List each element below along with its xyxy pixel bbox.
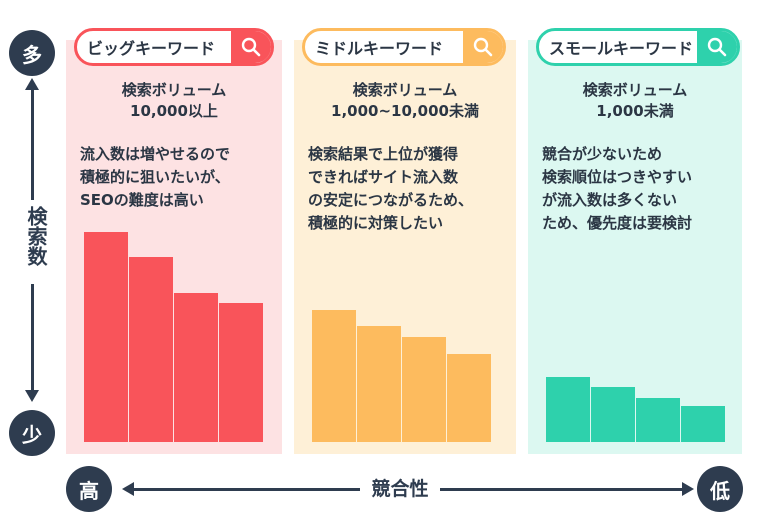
middle-keyword-description: 検索結果で上位が獲得 できればサイト流入数 の安定につながるため、 積極的に対策… xyxy=(308,143,510,235)
low-label-circle: 低 xyxy=(697,466,743,512)
description-line: が流入数は多くない xyxy=(542,191,678,209)
vertical-arrow-down-head xyxy=(25,390,39,402)
description-line: 積極的に狙いたいが、 xyxy=(80,168,230,186)
few-label: 少 xyxy=(22,422,42,447)
small-keyword-title: スモールキーワード xyxy=(549,39,694,58)
middle-keyword-title: ミドルキーワード xyxy=(315,39,444,58)
description-line: 競合が少ないため xyxy=(542,145,663,163)
bar-3 xyxy=(636,398,680,442)
high-label-circle: 高 xyxy=(66,466,112,512)
small-keyword-description: 競合が少ないため 検索順位はつきやすい が流入数は多くない ため、優先度は要検討 xyxy=(542,143,736,235)
competition-axis-label: 競合性 xyxy=(360,474,440,501)
bar-1 xyxy=(312,310,356,442)
bar-2 xyxy=(591,387,635,442)
volume-range: 1,000未満 xyxy=(596,102,674,120)
volume-range: 1,000~10,000未満 xyxy=(331,102,479,120)
search-icon xyxy=(231,31,271,63)
search-icon xyxy=(697,31,737,63)
big-keyword-volume: 検索ボリューム 10,000以上 xyxy=(66,80,282,122)
vertical-axis-line-lower xyxy=(31,284,34,392)
description-line: 検索順位はつきやすい xyxy=(542,168,693,186)
description-line: の安定につながるため、 xyxy=(308,191,474,209)
bar-3 xyxy=(174,293,218,442)
many-label-circle: 多 xyxy=(9,30,55,76)
panel-small-keyword: スモールキーワード 検索ボリューム 1,000未満 競合が少ないため 検索順位は… xyxy=(528,28,742,454)
panel-big-keyword: ビッグキーワード 検索ボリューム 10,000以上 流入数は増やせるので 積極的… xyxy=(66,28,282,454)
bar-4 xyxy=(447,354,491,442)
few-label-circle: 少 xyxy=(9,410,55,456)
horizontal-arrow-left-head xyxy=(122,482,134,496)
small-keyword-search-box: スモールキーワード xyxy=(536,28,740,66)
volume-heading: 検索ボリューム xyxy=(121,81,227,99)
big-keyword-title: ビッグキーワード xyxy=(87,39,216,58)
description-line: 積極的に対策したい xyxy=(308,214,444,232)
description-line: ため、優先度は要検討 xyxy=(542,214,693,232)
vertical-arrow-up-head xyxy=(25,78,39,90)
bar-4 xyxy=(681,406,725,442)
vertical-axis-line-upper xyxy=(31,88,34,200)
middle-keyword-volume: 検索ボリューム 1,000~10,000未満 xyxy=(294,80,516,122)
search-icon xyxy=(463,31,503,63)
description-line: 検索結果で上位が獲得 xyxy=(308,145,459,163)
horizontal-arrow-right-head xyxy=(682,482,694,496)
search-volume-axis-label: 検索数 xyxy=(24,206,48,266)
bar-3 xyxy=(402,337,446,442)
volume-range: 10,000以上 xyxy=(130,102,218,120)
bar-1 xyxy=(546,377,590,442)
volume-heading: 検索ボリューム xyxy=(582,81,688,99)
many-label: 多 xyxy=(22,42,42,67)
bar-4 xyxy=(219,303,263,442)
middle-keyword-search-box: ミドルキーワード xyxy=(302,28,506,66)
description-line: できればサイト流入数 xyxy=(308,168,459,186)
big-keyword-description: 流入数は増やせるので 積極的に狙いたいが、 SEOの難度は高い xyxy=(80,143,276,212)
volume-heading: 検索ボリューム xyxy=(352,81,458,99)
bar-1 xyxy=(84,232,128,442)
panel-middle-keyword: ミドルキーワード 検索ボリューム 1,000~10,000未満 検索結果で上位が… xyxy=(294,28,516,454)
low-label: 低 xyxy=(710,478,730,503)
description-line: SEOの難度は高い xyxy=(80,191,204,209)
description-line: 流入数は増やせるので xyxy=(80,145,231,163)
bar-2 xyxy=(357,326,401,442)
bar-2 xyxy=(129,257,173,442)
big-keyword-search-box: ビッグキーワード xyxy=(74,28,274,66)
high-label: 高 xyxy=(79,478,99,503)
small-keyword-volume: 検索ボリューム 1,000未満 xyxy=(528,80,742,122)
